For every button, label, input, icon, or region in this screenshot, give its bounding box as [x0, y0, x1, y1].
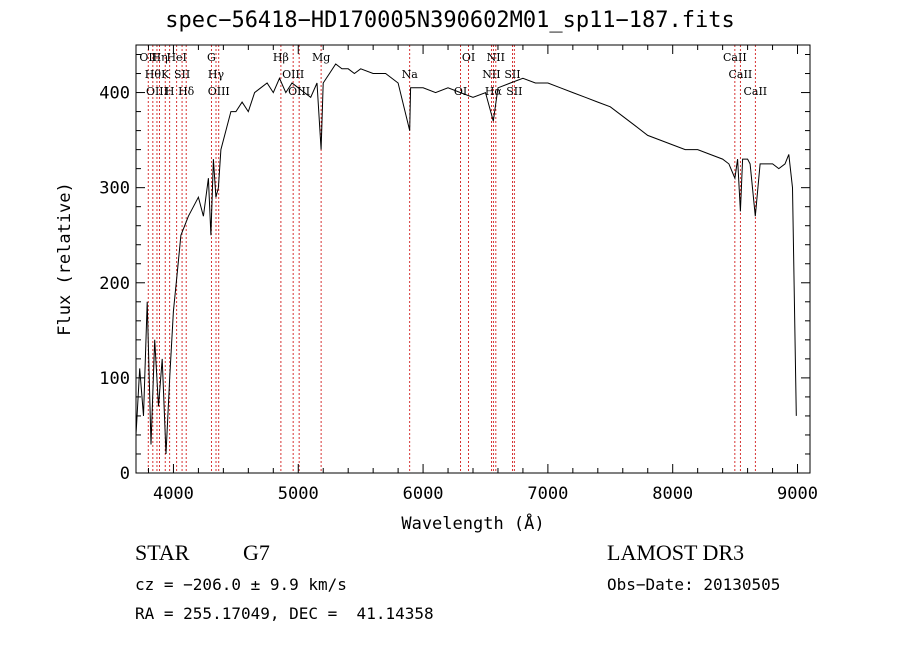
- obs-date: Obs−Date: 20130505: [607, 575, 781, 594]
- line-label: CaII: [743, 85, 767, 98]
- y-tick-label: 100: [99, 369, 130, 389]
- object-class: STAR: [135, 540, 190, 565]
- line-label: Hγ: [208, 68, 225, 81]
- y-tick-label: 400: [99, 84, 130, 104]
- line-label: OIII: [146, 85, 168, 98]
- line-label: K: [161, 68, 170, 81]
- line-label: NII: [487, 51, 505, 64]
- line-markers: [147, 45, 756, 473]
- line-label: OI: [462, 51, 475, 64]
- line-label: Na: [402, 68, 419, 81]
- chart-title: spec−56418−HD170005N390602M01_sp11−187.f…: [165, 8, 735, 33]
- x-axis-label: Wavelength (Å): [401, 512, 544, 534]
- spectrum-line: [135, 63, 797, 455]
- line-label: G: [207, 51, 216, 64]
- line-label: H: [165, 85, 175, 98]
- line-label: CaII: [729, 68, 753, 81]
- y-tick-label: 0: [120, 464, 130, 484]
- redshift-text: cz = −206.0 ± 9.9 km/s: [135, 575, 347, 594]
- x-tick-label: 6000: [403, 484, 444, 504]
- line-label: OI: [454, 85, 467, 98]
- line-label: SII: [504, 68, 520, 81]
- line-label: OIII: [288, 85, 310, 98]
- line-label: SII: [506, 85, 522, 98]
- line-label: CaII: [723, 51, 747, 64]
- coordinates-text: RA = 255.17049, DEC = 41.14358: [135, 604, 434, 623]
- x-tick-label: 4000: [153, 484, 194, 504]
- x-axis: 4000 5000 6000 7000 8000 9000: [147, 45, 818, 504]
- line-label: Hβ: [273, 51, 289, 64]
- y-tick-label: 300: [99, 179, 130, 199]
- line-label: OII: [139, 51, 157, 64]
- y-axis: 0 100 200 300 400: [99, 54, 810, 484]
- x-tick-label: 5000: [278, 484, 319, 504]
- line-label: HeI: [166, 51, 186, 64]
- line-label: Hη: [151, 51, 167, 64]
- line-label: OIII: [282, 68, 304, 81]
- y-axis-label: Flux (relative): [55, 182, 75, 336]
- x-tick-label: 8000: [652, 484, 693, 504]
- y-tick-label: 200: [99, 274, 130, 294]
- line-labels: OII Hθ OIII Hη KH HeI SII Hδ G Hγ OIII Hβ OIII OIII Mg…: [139, 51, 767, 98]
- line-label: Hθ: [145, 68, 162, 81]
- line-label: NII: [482, 68, 500, 81]
- x-tick-label: 7000: [527, 484, 568, 504]
- line-label: Mg: [312, 51, 330, 64]
- line-label: OIII: [208, 85, 230, 98]
- survey-name: LAMOST DR3: [607, 540, 745, 565]
- x-tick-label: 9000: [777, 484, 818, 504]
- spectral-subclass: G7: [243, 540, 270, 565]
- line-label: SII: [174, 68, 190, 81]
- line-label: Hδ: [178, 85, 195, 98]
